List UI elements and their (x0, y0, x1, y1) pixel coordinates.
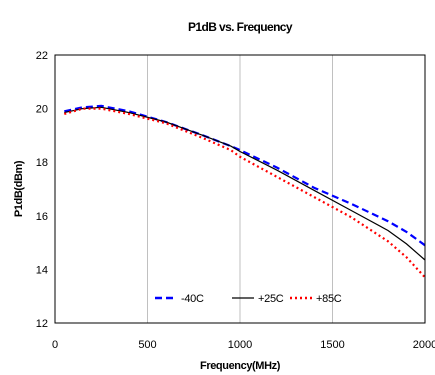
plot-area-border (54, 54, 426, 324)
legend-label-3: +85C (316, 293, 342, 305)
x-tick-labels: 0 500 1000 1500 2000 (52, 339, 435, 351)
y-tick-label: 14 (36, 264, 48, 276)
x-tick-label: 1500 (320, 339, 344, 351)
x-tick-label: 0 (52, 339, 58, 351)
x-tick-label: 500 (138, 339, 156, 351)
series-line-1 (64, 104, 426, 247)
legend-label-1: -40C (181, 293, 204, 305)
legend-label-2: +25C (258, 293, 284, 305)
y-axis-label: P1dB(dBm) (13, 160, 25, 217)
chart-title: P1dB vs. Frequency (188, 20, 293, 34)
y-tick-label: 12 (36, 318, 48, 330)
series-line-2 (64, 106, 426, 261)
legend: -40C +25C +85C (155, 293, 342, 305)
y-tick-label: 16 (36, 211, 48, 223)
x-tick-label: 2000 (413, 339, 435, 351)
y-tick-label: 18 (36, 157, 48, 169)
grid-lines (147, 55, 333, 323)
y-tick-label: 22 (36, 50, 48, 62)
y-tick-labels: 12 14 16 18 20 22 (36, 50, 48, 330)
x-tick-label: 1000 (228, 339, 252, 351)
y-tick-label: 20 (36, 104, 48, 116)
plot-series (63, 104, 426, 279)
x-axis-label: Frequency(MHz) (200, 360, 281, 372)
